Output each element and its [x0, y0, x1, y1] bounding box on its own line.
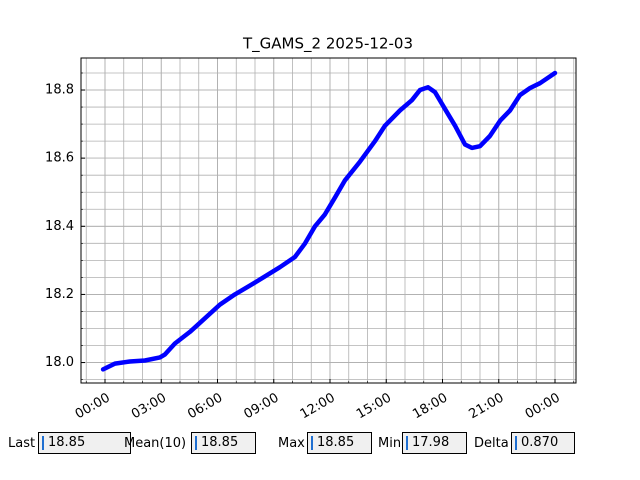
x-tick-label: 21:00 [467, 391, 507, 423]
stat-field[interactable]: 17.98 [402, 432, 467, 454]
x-tick-label: 15:00 [354, 391, 394, 423]
x-tick-label: 03:00 [129, 391, 169, 423]
x-tick-label: 00:00 [73, 391, 113, 423]
stat-field[interactable]: 18.85 [307, 432, 372, 454]
x-tick-label: 06:00 [185, 391, 225, 423]
stat-label: Last [8, 436, 36, 451]
stats-bar: Last 18.85 Mean(10) 18.85 Max 18.85 Min 17.98 De… [0, 430, 640, 460]
stat-label: Max [278, 436, 305, 451]
plot-frame [80, 57, 577, 384]
stat-field[interactable]: 0.870 [511, 432, 575, 454]
chart: T_GAMS_2 2025-12-03 18.0 18.2 18.4 18.6 18.8… [45, 35, 577, 423]
x-tick-label: 00:00 [523, 391, 563, 423]
stat-label: Mean(10) [124, 436, 187, 451]
chart-title: T_GAMS_2 2025-12-03 [242, 35, 413, 54]
stat-field[interactable]: 18.85 [191, 432, 256, 454]
y-tick-label: 18.8 [45, 83, 74, 98]
stat-field[interactable]: 18.85 [38, 432, 131, 454]
stat-label: Delta [474, 436, 509, 451]
data-line [100, 70, 558, 372]
y-tick-label: 18.4 [45, 219, 74, 234]
y-tick-label: 18.2 [45, 287, 74, 302]
x-tick-label: 09:00 [242, 391, 282, 423]
stat-label: Min [378, 436, 402, 451]
x-tick-label: 18:00 [410, 391, 450, 423]
x-tick-label: 12:00 [298, 391, 338, 423]
y-tick-label: 18.0 [45, 355, 74, 370]
y-tick-label: 18.6 [45, 151, 74, 166]
